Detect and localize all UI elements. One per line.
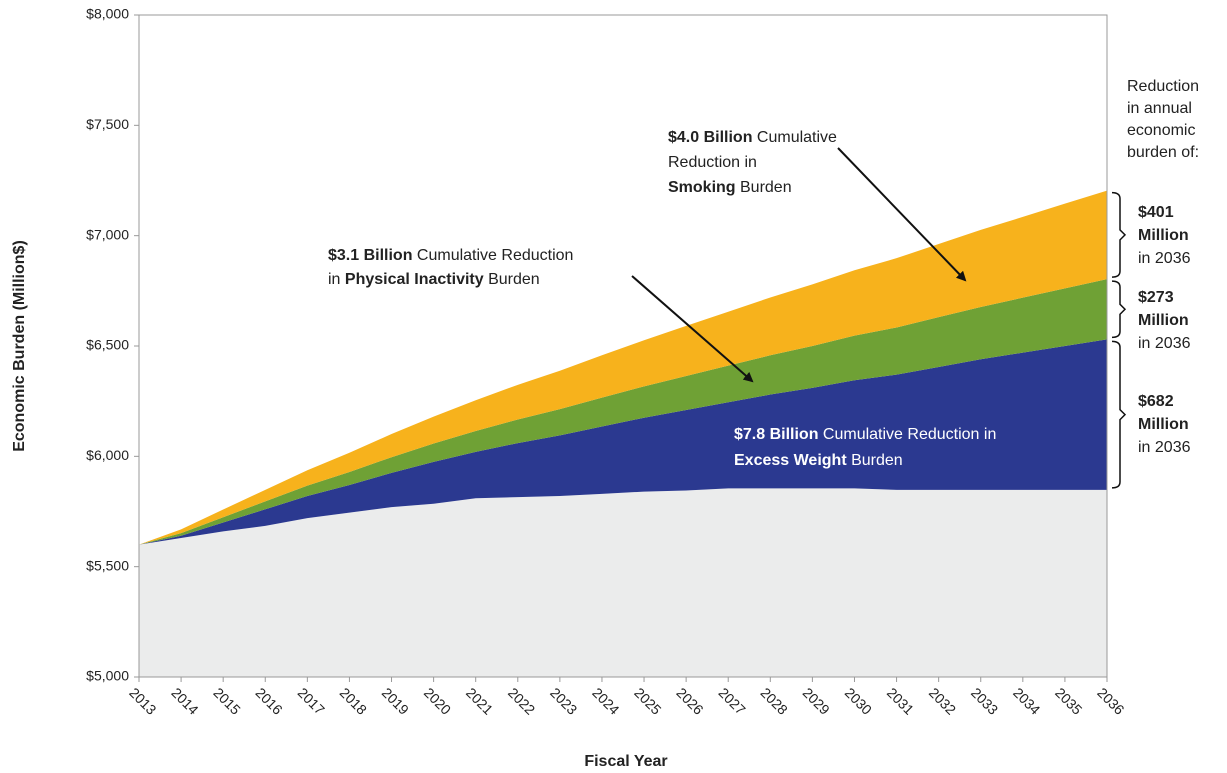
x-tick-label: 2024 [589, 684, 622, 717]
x-tick-label: 2027 [715, 684, 748, 717]
annotation-run: Cumulative Reduction [412, 247, 573, 264]
y-tick-label: $5,000 [86, 668, 129, 684]
y-tick-label: $6,000 [86, 447, 129, 463]
area [139, 488, 1107, 677]
annotation: Reduction in [668, 154, 757, 171]
side-heading: burden of: [1127, 144, 1199, 161]
x-tick-label: 2019 [379, 684, 412, 717]
x-tick-label: 2030 [842, 684, 875, 717]
area [139, 190, 1107, 545]
side-label: $273 [1138, 289, 1174, 306]
x-tick-label: 2025 [631, 684, 664, 717]
x-tick-label: 2022 [505, 684, 538, 717]
annotation-run: $3.1 Billion [328, 247, 412, 264]
annotation-run: $7.8 Billion [734, 426, 818, 443]
annotation-run: Burden [736, 179, 792, 196]
x-tick-label: 2016 [253, 684, 286, 717]
x-tick-label: 2032 [926, 684, 959, 717]
area [139, 339, 1107, 545]
annotation-run: Cumulative Reduction in [818, 426, 996, 443]
annotation-run: Excess Weight [734, 452, 847, 469]
side-label: Million [1138, 227, 1189, 244]
x-tick-label: 2031 [884, 684, 917, 717]
x-tick-label: 2015 [210, 684, 243, 717]
x-tick-label: 2013 [126, 684, 159, 717]
x-axis-title: Fiscal Year [584, 753, 667, 770]
area [139, 279, 1107, 545]
x-tick-label: 2020 [421, 684, 454, 717]
annotation-run: Reduction in [668, 154, 757, 171]
y-tick-label: $7,000 [86, 226, 129, 242]
annotation-run: Burden [847, 452, 903, 469]
annotation-run: $4.0 Billion [668, 129, 752, 146]
side-label: in 2036 [1138, 439, 1191, 456]
annotation: in Physical Inactivity Burden [328, 271, 540, 288]
x-tick-label: 2018 [337, 684, 370, 717]
annotation-run: Physical Inactivity [345, 271, 484, 288]
x-tick-label: 2023 [547, 684, 580, 717]
x-tick-label: 2034 [1010, 684, 1043, 717]
x-tick-label: 2029 [800, 684, 833, 717]
annotation-run: Smoking [668, 179, 736, 196]
side-heading: in annual [1127, 100, 1192, 117]
annotation: $4.0 Billion Cumulative [668, 129, 837, 146]
side-label: Million [1138, 416, 1189, 433]
annotation-run: Cumulative [752, 129, 837, 146]
annotation: Smoking Burden [668, 179, 792, 196]
y-tick-label: $8,000 [86, 6, 129, 22]
bracket [1111, 340, 1127, 489]
y-axis-title: Economic Burden (Million$) [11, 240, 28, 452]
x-tick-label: 2026 [673, 684, 706, 717]
side-label: Million [1138, 312, 1189, 329]
side-label: in 2036 [1138, 250, 1191, 267]
y-tick-label: $5,500 [86, 557, 129, 573]
bracket [1111, 280, 1127, 339]
x-tick-label: 2035 [1052, 684, 1085, 717]
annotation: $7.8 Billion Cumulative Reduction in [734, 426, 996, 443]
annotation-run: in [328, 271, 345, 288]
x-tick-label: 2017 [295, 684, 328, 717]
bracket [1111, 191, 1127, 278]
y-tick-label: $6,500 [86, 337, 129, 353]
arrow [631, 275, 754, 383]
arrow [837, 147, 967, 282]
annotation-run: Burden [484, 271, 540, 288]
side-label: $682 [1138, 393, 1174, 410]
x-tick-label: 2033 [968, 684, 1001, 717]
side-label: in 2036 [1138, 335, 1191, 352]
y-tick-label: $7,500 [86, 116, 129, 132]
side-heading: Reduction [1127, 78, 1199, 95]
annotation: $3.1 Billion Cumulative Reduction [328, 247, 573, 264]
x-tick-label: 2028 [758, 684, 791, 717]
x-tick-label: 2021 [463, 684, 496, 717]
x-tick-label: 2014 [168, 684, 201, 717]
x-tick-label: 2036 [1094, 684, 1127, 717]
annotation: Excess Weight Burden [734, 452, 903, 469]
side-heading: economic [1127, 122, 1195, 139]
side-label: $401 [1138, 204, 1174, 221]
